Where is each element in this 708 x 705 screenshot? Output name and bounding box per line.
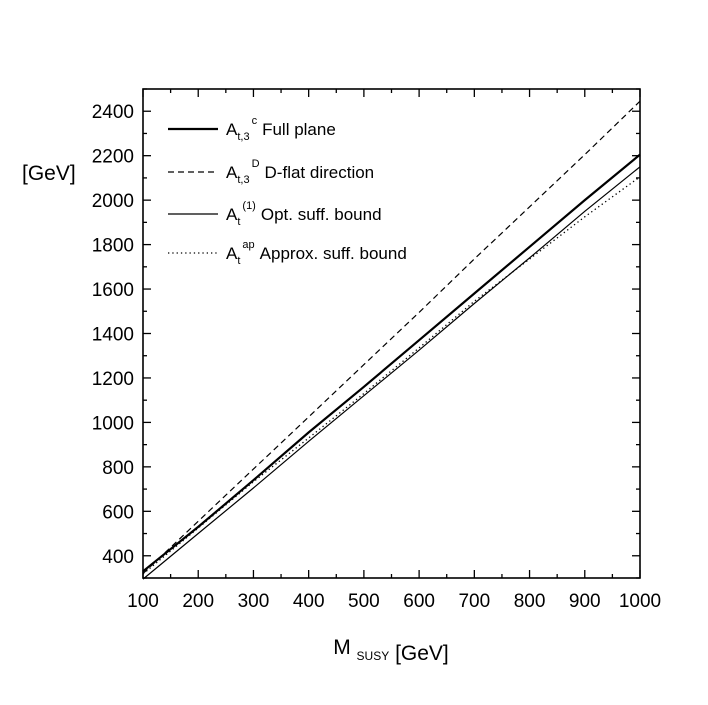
legend-subscript: t,3 xyxy=(237,174,249,186)
axis-ticks xyxy=(142,88,641,579)
x-tick-label: 800 xyxy=(514,591,546,612)
plot-frame xyxy=(142,88,641,579)
x-tick-label: 300 xyxy=(238,591,270,612)
y-tick-label: 2000 xyxy=(92,191,134,212)
tick-labels: 100 200 300 400 500 600 700 800 900 1000 400 600 800… xyxy=(92,102,661,612)
legend-text: Approx. suff. bound xyxy=(260,244,407,263)
series-line-1 xyxy=(142,153,641,573)
y-tick-label: 2400 xyxy=(92,102,134,123)
x-axis-label-sub: SUSY xyxy=(357,649,390,663)
y-axis-label: [GeV] xyxy=(22,162,76,185)
legend-label-3: At(1) Opt. suff. bound xyxy=(226,200,382,228)
series-lines xyxy=(142,100,641,580)
x-tick-label: 200 xyxy=(182,591,214,612)
legend-superscript: ap xyxy=(242,239,254,251)
y-tick-label: 1600 xyxy=(92,280,134,301)
x-tick-label: 400 xyxy=(293,591,325,612)
x-tick-label: 1000 xyxy=(619,591,661,612)
x-axis-label-unit: [GeV] xyxy=(395,642,449,665)
legend-base: A xyxy=(226,120,238,139)
series-line-4 xyxy=(142,176,641,575)
legend-superscript: c xyxy=(252,115,258,127)
legend-base: A xyxy=(226,163,238,182)
x-tick-label: 900 xyxy=(569,591,601,612)
y-tick-label: 1000 xyxy=(92,413,134,434)
legend-label-1: At,3c Full plane xyxy=(226,115,336,143)
legend-superscript: (1) xyxy=(242,200,255,212)
x-axis-label: M SUSY [GeV] xyxy=(333,636,449,665)
legend-text: D-flat direction xyxy=(265,163,375,182)
legend-subscript: t,3 xyxy=(237,131,249,143)
y-tick-label: 1200 xyxy=(92,369,134,390)
y-tick-label: 600 xyxy=(102,502,134,523)
series-line-3 xyxy=(142,166,641,580)
x-tick-label: 700 xyxy=(458,591,490,612)
legend-superscript: D xyxy=(252,158,260,170)
legend-text: Full plane xyxy=(262,120,336,139)
y-tick-label: 1800 xyxy=(92,236,134,257)
legend-subscript: t xyxy=(237,255,240,267)
x-tick-label: 500 xyxy=(348,591,380,612)
y-tick-label: 1400 xyxy=(92,325,134,346)
y-tick-label: 400 xyxy=(102,547,134,568)
legend-base: A xyxy=(226,244,238,263)
legend-subscript: t xyxy=(237,216,240,228)
x-tick-label: 100 xyxy=(127,591,159,612)
legend-label-4: Atap Approx. suff. bound xyxy=(226,239,407,267)
legend-base: A xyxy=(226,205,238,224)
y-tick-label: 2200 xyxy=(92,147,134,168)
legend-label-2: At,3D D-flat direction xyxy=(226,158,374,186)
y-tick-label: 800 xyxy=(102,458,134,479)
x-axis-label-main: M xyxy=(333,636,351,659)
legend-text: Opt. suff. bound xyxy=(261,205,382,224)
series-line-2 xyxy=(142,100,641,575)
x-tick-label: 600 xyxy=(403,591,435,612)
